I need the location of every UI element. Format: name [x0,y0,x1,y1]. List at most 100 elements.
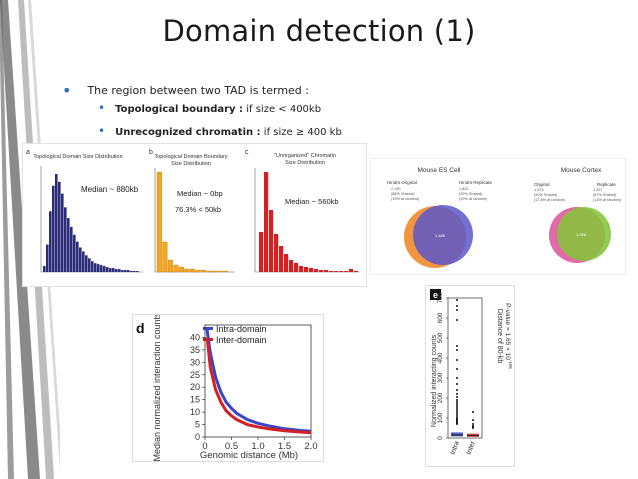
venn-cortex-right-line-1: 1,297 [593,188,603,192]
category-label-intra: Intra [450,440,461,456]
histogram-a-bar [49,211,52,272]
panel-a-annotation: Median ~ 880kb [81,185,139,194]
histogram-b-bar [217,270,223,273]
histogram-c-bar [299,266,304,272]
bullet-boundary: • Topological boundary : if size < 400kb [98,101,321,115]
histogram-a-bar [88,258,91,272]
histogram-a-bar [136,271,139,272]
histogram-a-bar [55,174,58,272]
venn-cortex-left-head: Original [534,182,550,187]
histogram-c-bar [309,268,314,272]
histogram-a-bars [43,174,139,272]
series-line-inter-domain [205,337,312,435]
histogram-a-bar [100,265,103,272]
x-tick-label: 0.5 [225,441,238,452]
histogram-b-bars [156,171,228,273]
panel-b-annotation-1: Median ~ 0bp [177,189,223,198]
term-boundary: Topological boundary : [115,104,244,115]
outlier-point [456,299,458,301]
venn-es-right-line-3: (19% at random) [459,197,488,201]
histogram-a-bar [43,266,46,272]
outlier-point [456,399,458,401]
histogram-a-bar [121,270,124,272]
venn-cortex-left-line-2: (90% Shared) [534,193,558,197]
histogram-a-bar [52,185,55,272]
slide-title: Domain detection (1) [162,14,476,48]
x-tick-label: 1.5 [278,441,291,452]
venn-es-title: Mouse ES Cell [418,167,462,174]
histogram-c-bar [344,271,349,272]
outlier-point [456,389,458,391]
outlier-point [456,305,458,307]
bullet-main: • The region between two TAD is termed : [62,79,309,100]
bullet-dot-icon: • [98,101,106,115]
histogram-a-bar [115,269,118,272]
histogram-a-bar [73,234,76,272]
histogram-a-bar [76,241,79,272]
outlier-point [456,405,458,407]
venn-cortex-center: 1,056 [576,232,587,237]
panel-b-title-1: Topological Domain Boundary [154,154,227,160]
legend-intra-label: Intra-domain [216,324,267,334]
outlier-point [472,411,474,413]
histogram-a-bar [67,218,70,272]
panel-e-ylabel: Normalized interacting counts [431,334,438,427]
y-tick-label: 700 [437,292,444,303]
boundary-rule: if size < 400kb [243,104,322,115]
bullet-main-text: The region between two TAD is termed : [87,84,309,97]
histogram-b-bar [156,171,162,273]
panel-c-title-1: "Unorganized" Chromatin [274,153,336,159]
histogram-c-bar [319,270,324,272]
panel-e-badge [430,289,441,300]
histogram-b-bar [189,268,195,273]
histogram-a-bar [103,266,106,272]
histogram-a-bar [124,270,127,272]
box-plot-frame [447,297,483,439]
histogram-a-bar [118,269,121,272]
y-tick-label: 0 [195,432,200,442]
outlier-point [456,415,458,417]
y-tick-label: 25 [190,370,200,380]
outlier-point [456,345,458,347]
histogram-b-bar [222,270,228,273]
histogram-b-bar [173,264,179,273]
histogram-c-bar [324,270,329,272]
outlier-point [456,409,458,411]
outlier-point [472,423,474,425]
histogram-c-bar [269,210,274,272]
y-tick-label: 40 [190,332,200,342]
venn-cortex-right-line-2: (87% Shared) [593,193,617,197]
panel-e-distance-label: Distance of 80-kb [496,309,503,364]
figure-venn-diagrams: Mouse ES Cell HindIII Original 2,190 (88… [370,158,626,275]
venn-cortex-right-head: Replicate [597,182,616,187]
histogram-c-bar [339,271,344,272]
outlier-point [472,419,474,421]
box-intra [451,432,463,437]
histogram-a-bar [112,268,115,272]
venn-es-center: 1,485 [435,233,446,238]
figure-size-distributions: a Topological Domain Size Distribution M… [22,143,367,287]
y-tick-label: 20 [190,382,200,392]
x-tick-label: 1.0 [251,441,264,452]
panel-d-letter: d [136,320,145,336]
y-tick-label: 400 [437,352,444,363]
histogram-b-bar [195,269,201,273]
histogram-a-bar [109,268,112,272]
histogram-c-bar [294,263,299,272]
histogram-a-bar [97,264,100,272]
outlier-point [456,377,458,379]
venn-es-replicate-circle [413,205,473,265]
histogram-c-bar [334,271,339,272]
histogram-a-bar [58,181,61,272]
outlier-point [456,393,458,395]
figure-interaction-decay: d Median normalized interaction counts G… [132,312,324,462]
outlier-point [472,427,474,429]
outlier-point [456,401,458,403]
panel-c-letter: c [245,149,249,156]
panel-e-letter: e [433,290,438,300]
histogram-b-bar [178,266,184,273]
histogram-a-bar [61,193,64,272]
outlier-point [456,319,458,321]
y-tick-label: 600 [437,312,444,323]
histogram-c-bar [349,269,354,272]
